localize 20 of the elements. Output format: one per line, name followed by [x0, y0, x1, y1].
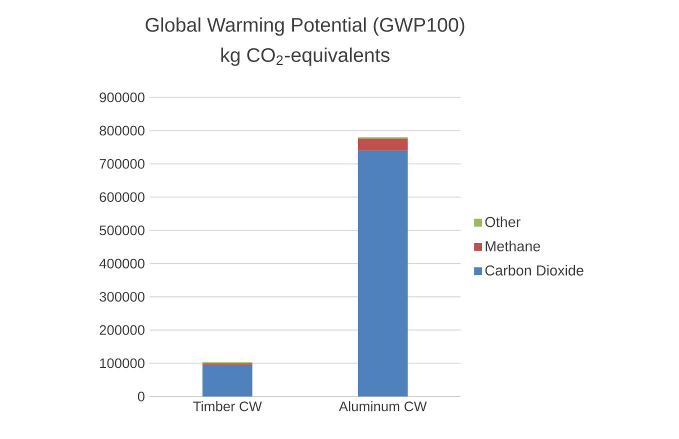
- y-tick-label: 0: [138, 392, 144, 402]
- bar: [358, 138, 408, 151]
- y-tick-label: 500000: [100, 226, 144, 236]
- y-tick-label: 400000: [99, 258, 144, 269]
- y-tick-label: 800000: [100, 126, 144, 136]
- legend-label: Carbon Dioxide: [485, 265, 584, 276]
- x-tick-label: Timber CW: [193, 401, 262, 412]
- legend-label: Methane: [486, 240, 540, 252]
- y-tick-label: 300000: [100, 292, 144, 302]
- x-tick-label: Aluminum CW: [338, 401, 427, 412]
- bar: [202, 365, 252, 397]
- chart-subtitle: kg CO$_{2}$-equivalents: [221, 48, 390, 66]
- bar: [358, 150, 408, 397]
- chart-title: Global Warming Potential (GWP100): [146, 17, 464, 36]
- y-tick-label: 100000: [100, 358, 144, 368]
- legend-label: Other: [485, 216, 520, 228]
- y-tick-label: 200000: [100, 325, 144, 336]
- y-tick-label: 600000: [100, 192, 144, 202]
- y-tick-label: 900000: [100, 92, 144, 102]
- y-tick-label: 700000: [100, 159, 144, 169]
